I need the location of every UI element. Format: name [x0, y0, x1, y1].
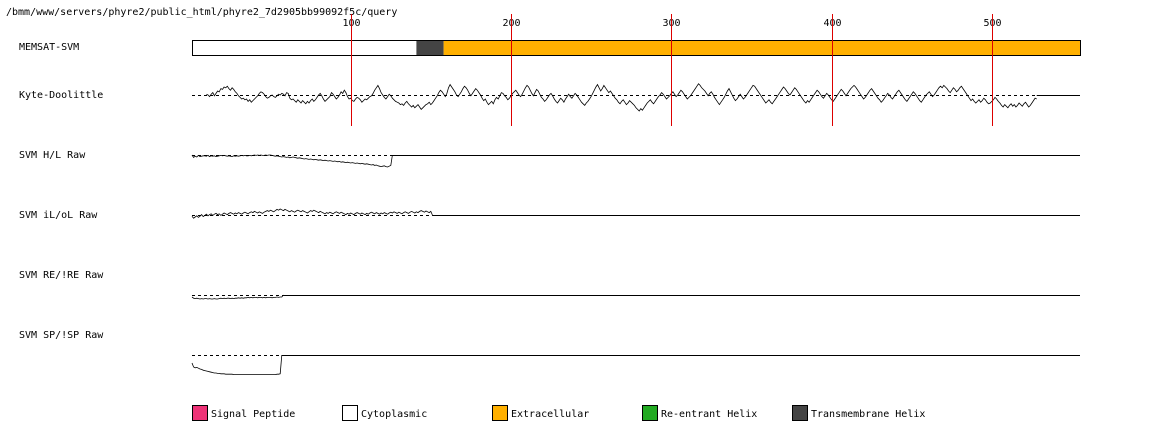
- kd-score-trace: [206, 83, 1037, 112]
- legend-swatch-reentrant-helix: [642, 405, 658, 421]
- track-label-reire: SVM RE/!RE Raw: [19, 270, 104, 281]
- legend-label-cytoplasmic: Cytoplasmic: [361, 409, 427, 420]
- memsat-topology-bar: [192, 40, 1081, 56]
- legend-label-signal-peptide: Signal Peptide: [211, 409, 295, 420]
- track-label-memsat: MEMSAT-SVM: [19, 42, 79, 53]
- reire-score-trace: [191, 294, 284, 300]
- spisp-score-trace: [191, 354, 283, 376]
- legend-swatch-transmembrane-helix: [792, 405, 808, 421]
- memsat-bar-outline: [192, 40, 1081, 56]
- track-labels: MEMSAT-SVM Kyte-Doolittle SVM H/L Raw SVM i…: [19, 42, 104, 341]
- memsat-segment-extracellular: [443, 40, 1080, 55]
- track-label-kd: Kyte-Doolittle: [19, 90, 103, 101]
- legend: Signal Peptide Cytoplasmic Extracellular Re…: [192, 405, 925, 421]
- track-label-spisp: SVM SP/!SP Raw: [19, 330, 104, 341]
- ilol-score-trace: [191, 208, 433, 219]
- legend-swatch-signal-peptide: [192, 405, 208, 421]
- legend-swatch-cytoplasmic: [342, 405, 358, 421]
- position-tick-lines: [351, 14, 993, 126]
- legend-swatch-extracellular: [492, 405, 508, 421]
- legend-label-transmembrane-helix: Transmembrane Helix: [811, 409, 925, 420]
- track-label-ilol: SVM iL/oL Raw: [19, 210, 98, 221]
- track-label-hl: SVM H/L Raw: [19, 150, 86, 161]
- legend-label-reentrant-helix: Re-entrant Helix: [661, 409, 757, 420]
- memsat-segment-transmembrane-helix: [416, 40, 444, 55]
- header-path: /bmm/www/servers/phyre2/public_html/phyr…: [6, 7, 397, 18]
- score-traces: [191, 83, 1080, 376]
- hl-score-trace: [191, 154, 393, 168]
- legend-label-extracellular: Extracellular: [511, 409, 589, 420]
- memsat-segment-cytoplasmic: [192, 40, 417, 55]
